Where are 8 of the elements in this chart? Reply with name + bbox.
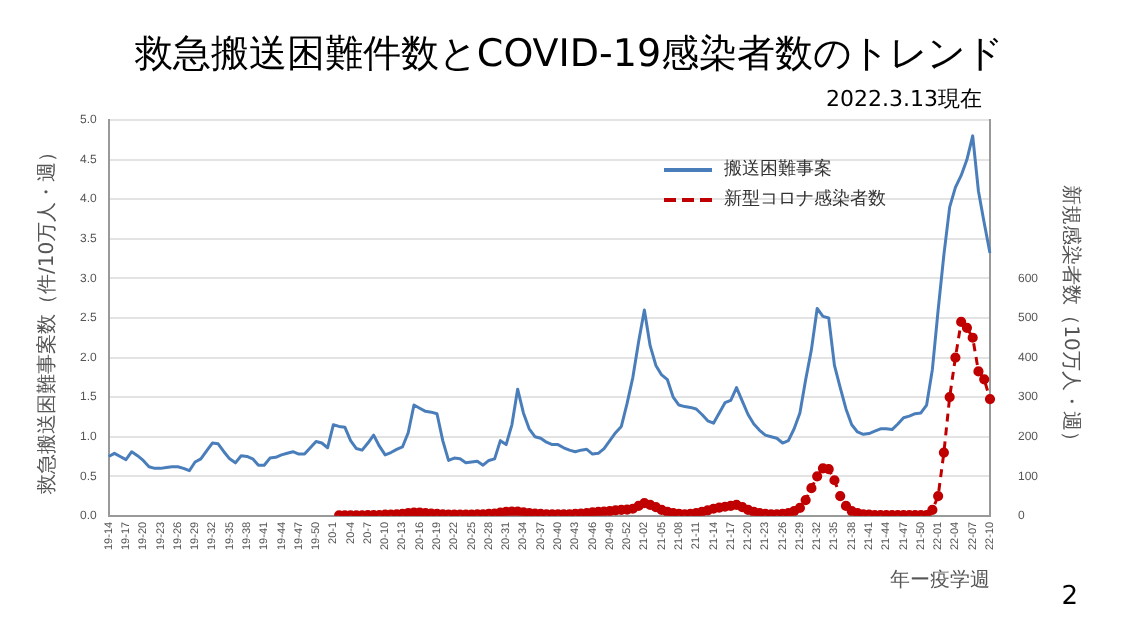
chart-title: 救急搬送困難件数とCOVID-19感染者数のトレンド: [132, 30, 1006, 80]
x-axis-title: 年ー疫学週: [889, 567, 990, 592]
y-axis-title: 救急搬送困難事案数（件/10万人・週）: [35, 141, 60, 497]
legend-label: 搬送困難事案: [723, 156, 832, 182]
legend-label: 新型コロナ感染者数: [723, 187, 886, 212]
text: 2022.3.13現在: [826, 84, 982, 114]
text: 2: [1061, 582, 1078, 612]
y2-axis-title: 新規感染者数（10万人・週）: [1058, 185, 1083, 451]
